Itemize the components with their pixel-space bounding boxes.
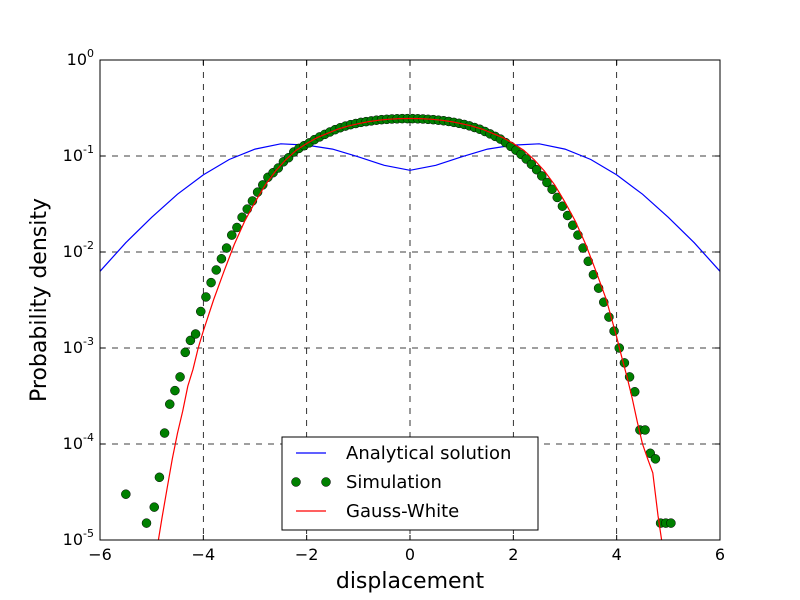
series-point-simulation — [242, 204, 252, 214]
series-point-simulation — [216, 254, 227, 264]
series-point-simulation — [170, 385, 180, 396]
x-tick-label: −4 — [192, 545, 216, 564]
series-point-simulation — [180, 347, 190, 358]
legend-label-gauss-white: Gauss-White — [346, 501, 459, 522]
series-point-simulation — [121, 489, 131, 499]
legend-entry-analytical: Analytical solution — [296, 443, 511, 464]
x-tick-label: −2 — [295, 545, 319, 564]
series-point-simulation — [542, 177, 552, 188]
y-tick-label: 10-1 — [63, 143, 94, 165]
legend-entry-simulation: Simulation — [291, 472, 442, 493]
y-tick-label: 10-5 — [63, 527, 94, 549]
series-point-simulation — [149, 502, 159, 512]
legend: Analytical solution Simulation Gauss-Whi… — [281, 436, 539, 531]
series-point-simulation — [201, 292, 211, 302]
series-point-simulation — [175, 372, 185, 382]
x-tick-label: 4 — [612, 545, 622, 564]
x-tick-label: 2 — [508, 545, 518, 564]
x-tick-label: 6 — [715, 545, 725, 564]
legend-marker-simulation-right — [321, 477, 331, 487]
series-point-simulation — [547, 184, 557, 195]
series-point-simulation — [640, 425, 650, 435]
legend-entry-gauss-white: Gauss-White — [296, 501, 459, 522]
series-point-simulation — [531, 164, 542, 175]
series-point-simulation — [537, 171, 547, 181]
series-point-simulation — [165, 399, 175, 409]
x-tick-label: 0 — [405, 545, 415, 564]
series-point-simulation — [666, 518, 676, 528]
series-point-simulation — [154, 472, 165, 483]
series-line-analytical-solution — [100, 143, 720, 272]
series-point-simulation — [211, 265, 221, 275]
axis-ticks: −6 −4 −2 0 2 4 6 10-5 10-4 10-3 10-2 10-1 100 — [63, 47, 725, 564]
series-point-simulation — [227, 230, 237, 240]
legend-marker-simulation-left — [291, 477, 301, 487]
series-point-simulation — [185, 335, 196, 346]
series-point-simulation — [141, 518, 152, 528]
legend-label-analytical: Analytical solution — [346, 443, 511, 464]
series-point-simulation — [650, 454, 661, 464]
series-point-simulation — [588, 269, 599, 280]
y-tick-label: 10-4 — [63, 431, 94, 453]
series-point-simulation — [221, 243, 232, 253]
series-point-simulation — [159, 428, 170, 438]
series-point-simulation — [206, 277, 216, 288]
x-axis-title: displacement — [336, 569, 485, 594]
plot-area — [100, 113, 720, 540]
series-point-simulation — [190, 329, 201, 339]
x-tick-label: −6 — [88, 545, 112, 564]
y-tick-label: 10-3 — [63, 335, 94, 357]
legend-label-simulation: Simulation — [346, 472, 442, 493]
series-point-simulation — [196, 306, 206, 317]
series-line-gauss-white — [157, 117, 663, 540]
y-tick-label: 10-2 — [63, 239, 94, 261]
y-tick-label: 100 — [67, 47, 94, 69]
y-axis-title: Probability density — [27, 198, 52, 402]
